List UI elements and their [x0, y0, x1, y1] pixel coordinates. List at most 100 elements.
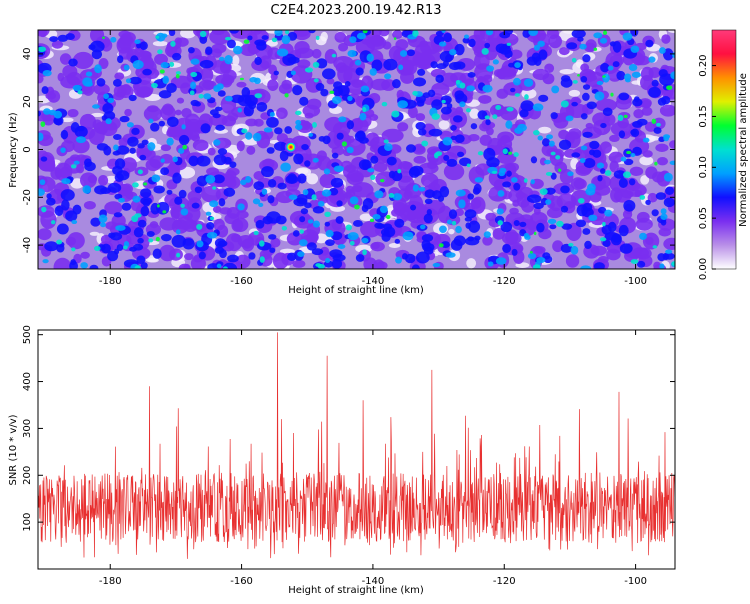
- heatmap-blob: [222, 69, 237, 82]
- heatmap-blob: [108, 238, 120, 251]
- heatmap-blob: [279, 150, 289, 162]
- heatmap-blob: [648, 67, 661, 79]
- heatmap-blob: [112, 150, 121, 156]
- heatmap-blob: [568, 242, 574, 247]
- heatmap-blob: [80, 251, 90, 259]
- heatmap-blob: [392, 193, 403, 201]
- heatmap-gap: [320, 31, 328, 42]
- heatmap-blob: [362, 106, 367, 113]
- heatmap-blob: [509, 207, 519, 215]
- heatmap-blob: [618, 178, 628, 189]
- heatmap-blob: [206, 167, 220, 176]
- heatmap-blob: [386, 156, 397, 166]
- heatmap-blob: [560, 205, 569, 213]
- heatmap-blob: [324, 211, 331, 218]
- heatmap-blob: [160, 62, 169, 69]
- heatmap-blob: [267, 79, 279, 91]
- heatmap-blob: [324, 221, 331, 227]
- heatmap-blob: [506, 170, 512, 177]
- heatmap-y-tick-label: 0: [22, 146, 33, 152]
- heatmap-blob: [374, 190, 384, 199]
- heatmap-blob: [546, 134, 553, 140]
- heatmap-blob: [428, 128, 443, 137]
- heatmap-blob: [478, 94, 492, 104]
- heatmap-blob: [322, 68, 336, 80]
- heatmap-blob: [560, 75, 571, 82]
- heatmap-blob: [388, 193, 395, 198]
- heatmap-blob: [446, 158, 458, 167]
- heatmap-blob: [609, 41, 616, 47]
- heatmap-blob: [354, 204, 360, 210]
- heatmap-blob: [527, 252, 537, 260]
- heatmap-blob: [509, 87, 516, 93]
- heatmap-gap: [469, 108, 480, 119]
- heatmap-blob: [280, 162, 291, 172]
- colorbar-tick-label: 0.15: [698, 105, 709, 127]
- heatmap-blob: [347, 232, 359, 241]
- heatmap-blob: [549, 224, 557, 230]
- heatmap-blob: [133, 227, 144, 238]
- heatmap-blob: [205, 174, 216, 184]
- heatmap-blob: [331, 152, 339, 159]
- heatmap-blob: [423, 213, 433, 224]
- heatmap-y-ticks: -40 -20 0 20 40: [22, 48, 675, 253]
- heatmap-y-tick-label: -40: [22, 237, 33, 253]
- heatmap-blob: [597, 175, 603, 182]
- heatmap-blob: [175, 71, 181, 75]
- heatmap-panel: -180 -160 -140 -120 -100 -40 -20 0 20 40 Height …: [8, 29, 676, 296]
- heatmap-blob: [560, 185, 570, 194]
- heatmap-blob: [166, 189, 173, 195]
- heatmap-blob: [229, 161, 237, 168]
- heatmap-blob: [162, 75, 170, 85]
- heatmap-blob: [484, 115, 490, 120]
- heatmap-blob: [496, 208, 504, 215]
- heatmap-blob: [487, 261, 494, 267]
- heatmap-blob: [190, 99, 200, 107]
- heatmap-blob: [415, 251, 430, 264]
- heatmap-blob: [422, 92, 431, 98]
- heatmap-blob: [140, 205, 150, 217]
- heatmap-y-tick-label: 40: [22, 48, 33, 61]
- heatmap-blob: [442, 60, 449, 67]
- heatmap-blob: [379, 205, 388, 214]
- heatmap-blob: [366, 53, 374, 62]
- heatmap-blob: [508, 151, 513, 155]
- heatmap-blob: [200, 67, 214, 83]
- heatmap-blob: [513, 182, 521, 191]
- heatmap-blob: [349, 240, 355, 246]
- heatmap-blob: [392, 30, 403, 39]
- heatmap-blob: [113, 78, 122, 87]
- heatmap-gap: [568, 89, 581, 97]
- heatmap-blob: [205, 46, 213, 56]
- heatmap-blob: [635, 217, 653, 231]
- heatmap-blob: [630, 152, 636, 158]
- heatmap-blob: [593, 262, 605, 269]
- heatmap-blob: [189, 90, 195, 96]
- heatmap-blob: [297, 173, 307, 184]
- heatmap-blob: [273, 70, 279, 76]
- heatmap-blob: [216, 263, 222, 269]
- heatmap-blob: [548, 34, 562, 49]
- heatmap-blob: [285, 188, 301, 199]
- heatmap-blob: [85, 71, 93, 77]
- heatmap-blob: [373, 162, 388, 173]
- heatmap-blob: [153, 185, 165, 194]
- heatmap-gap: [330, 205, 346, 212]
- heatmap-blob: [137, 169, 143, 175]
- heatmap-blob: [665, 249, 673, 254]
- heatmap-blob: [645, 236, 654, 245]
- heatmap-blob: [262, 215, 273, 225]
- heatmap-blob: [134, 39, 141, 45]
- heatmap-blob: [175, 73, 180, 79]
- snr-trace: [38, 332, 675, 559]
- heatmap-blob: [582, 54, 591, 63]
- heatmap-y-tick-label: 20: [22, 95, 33, 108]
- heatmap-blob: [247, 35, 253, 41]
- heatmap-blob: [593, 47, 598, 51]
- heatmap-blob: [514, 93, 520, 97]
- heatmap-blob: [75, 136, 87, 144]
- heatmap-blob: [337, 244, 346, 249]
- heatmap-blob: [200, 123, 211, 134]
- heatmap-blob: [61, 199, 70, 211]
- heatmap-blob: [626, 150, 632, 155]
